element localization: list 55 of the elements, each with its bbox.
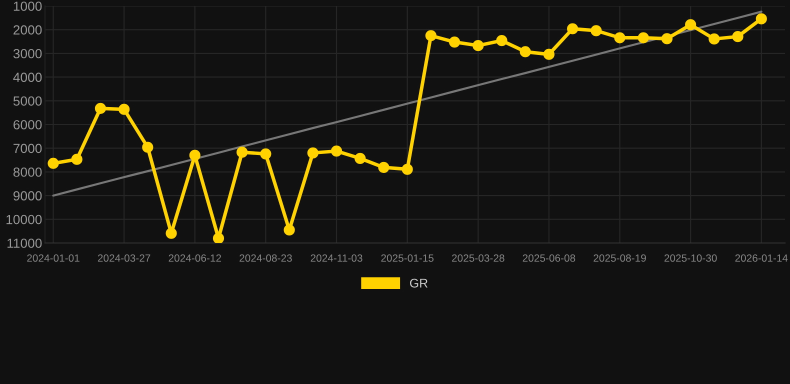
- point: [118, 104, 130, 115]
- line-series: [52, 10, 762, 197]
- point: [614, 32, 626, 44]
- point: [189, 150, 200, 161]
- point: [260, 148, 272, 160]
- x-tick-label: 2026-01-14: [735, 254, 788, 262]
- x-tick-label: 2025-03-28: [452, 254, 504, 262]
- point: [48, 158, 59, 169]
- point: [590, 25, 602, 36]
- point: [307, 147, 318, 158]
- y-tick-label: 9000: [13, 191, 42, 201]
- point: [472, 40, 484, 52]
- y-tick-label: 8000: [13, 167, 42, 177]
- point: [567, 23, 578, 34]
- point: [732, 31, 744, 42]
- point: [236, 146, 248, 158]
- point: [685, 19, 696, 30]
- x-tick-label: 2024-06-12: [168, 254, 222, 262]
- point: [212, 232, 224, 243]
- y-tick-label: 1000: [14, 2, 42, 11]
- y-tick-label: 2000: [14, 25, 42, 35]
- y-tick-label: 6000: [14, 120, 42, 130]
- y-tick-label: 4000: [13, 72, 42, 82]
- x-tick-label: 2024-01-01: [27, 254, 80, 262]
- x-tick-label: 2024-11-03: [310, 254, 362, 262]
- point: [378, 162, 390, 173]
- point: [425, 30, 436, 42]
- y-tick-label: 10000: [6, 214, 42, 224]
- point: [330, 145, 342, 157]
- y-tick-label: 7000: [14, 144, 42, 154]
- y-tick-label: 5000: [13, 96, 42, 106]
- legend-label: GR: [410, 278, 428, 288]
- point: [661, 33, 673, 44]
- point: [448, 36, 460, 48]
- point: [543, 48, 555, 60]
- point: [638, 32, 649, 44]
- y-tick-label: 11000: [8, 238, 42, 248]
- point: [496, 35, 508, 46]
- point: [354, 152, 366, 164]
- point: [402, 164, 413, 175]
- y-tick-label: 3000: [13, 48, 42, 58]
- x-tick-label: 2024-03-27: [98, 254, 150, 262]
- point: [142, 142, 154, 153]
- x-tick-label: 2025-10-30: [664, 254, 717, 262]
- x-tick-label: 2025-01-15: [381, 254, 434, 262]
- point: [94, 102, 106, 114]
- point: [284, 224, 295, 236]
- x-tick-label: 2024-08-23: [240, 254, 292, 262]
- x-tick-label: 2025-06-08: [522, 254, 576, 262]
- point: [166, 228, 177, 239]
- point: [708, 33, 720, 44]
- point: [520, 46, 531, 58]
- point: [756, 13, 767, 24]
- point: [71, 154, 82, 165]
- x-tick-label: 2025-08-19: [594, 254, 646, 262]
